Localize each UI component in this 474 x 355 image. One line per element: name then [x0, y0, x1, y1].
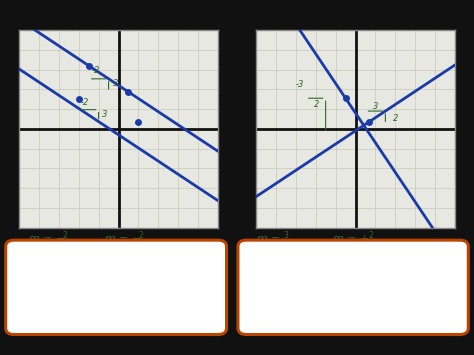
Text: opposite reciprocal
       slopes: opposite reciprocal slopes — [300, 289, 407, 310]
Text: -2: -2 — [81, 98, 89, 107]
Text: m = $-\!\frac{2}{3}$: m = $-\!\frac{2}{3}$ — [28, 230, 70, 251]
Text: m = $\frac{3}{2}$: m = $\frac{3}{2}$ — [256, 230, 290, 251]
Text: 3: 3 — [112, 80, 118, 88]
Text: Parallel lines:: Parallel lines: — [74, 266, 158, 279]
Text: -2: -2 — [91, 66, 100, 75]
Text: -3: -3 — [296, 80, 304, 89]
Text: m = $+\frac{2}{3}$: m = $+\frac{2}{3}$ — [332, 230, 375, 251]
Text: Perpendicular lines:: Perpendicular lines: — [298, 266, 408, 276]
Text: 3: 3 — [374, 102, 379, 111]
Text: 3: 3 — [101, 110, 107, 119]
Text: 2: 2 — [393, 114, 399, 123]
Text: m = $-\!\frac{2}{3}$: m = $-\!\frac{2}{3}$ — [104, 230, 146, 251]
Text: same  slope!: same slope! — [76, 297, 156, 310]
Text: 2: 2 — [314, 100, 319, 109]
